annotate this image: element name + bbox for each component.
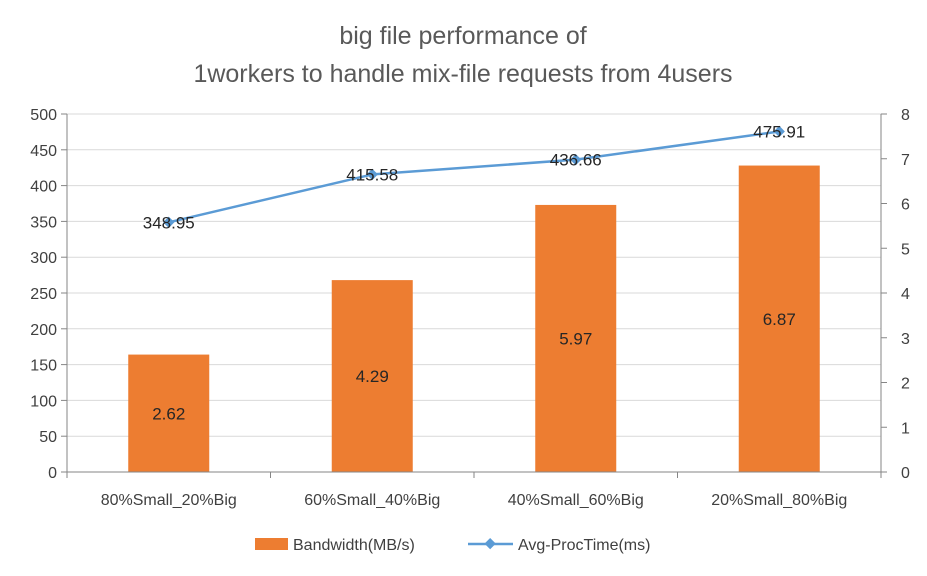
line-series <box>163 125 785 228</box>
bar-series <box>128 165 820 472</box>
line-path <box>168 130 780 224</box>
bar <box>738 165 820 472</box>
legend-marker-avgproctime <box>484 537 496 550</box>
axes: 0 50 100 150 200 250 300 350 400 450 500 0 1 2 3 4 5 6 7 8 8… <box>30 107 910 509</box>
bar <box>128 354 210 472</box>
line-data-label: 415.58 <box>346 165 398 184</box>
right-axis-tick-label: 3 <box>901 331 910 348</box>
bar-data-label: 5.97 <box>559 329 592 348</box>
line-data-label: 348.95 <box>143 213 195 232</box>
right-axis-tick-label: 1 <box>901 420 910 437</box>
bar <box>535 204 617 472</box>
bar <box>331 280 413 472</box>
line-point <box>570 153 582 166</box>
x-axis-category-label: 80%Small_20%Big <box>101 492 237 509</box>
bar-data-label: 2.62 <box>152 404 185 423</box>
legend: Bandwidth(MB/s) Avg-ProcTime(ms) <box>255 537 650 554</box>
left-axis-tick-label: 450 <box>30 143 57 160</box>
left-axis-tick-label: 300 <box>30 250 57 267</box>
legend-swatch-bandwidth <box>255 538 288 550</box>
left-axis-tick-label: 500 <box>30 107 57 124</box>
line-data-label: 475.91 <box>753 122 805 141</box>
bar-data-label: 4.29 <box>356 367 389 386</box>
data-labels: 2.62 4.29 5.97 6.87 348.95 415.58 436.66 475.91 <box>143 122 806 423</box>
bar-data-label: 6.87 <box>763 310 796 329</box>
left-axis-tick-label: 50 <box>39 429 57 446</box>
left-axis-tick-label: 350 <box>30 214 57 231</box>
line-point <box>163 216 175 228</box>
left-axis-tick-label: 100 <box>30 393 57 410</box>
left-axis-tick-label: 200 <box>30 322 57 339</box>
legend-label-bandwidth: Bandwidth(MB/s) <box>293 537 415 554</box>
left-axis-tick-label: 250 <box>30 286 57 303</box>
right-axis-tick-label: 6 <box>901 197 910 214</box>
right-axis-tick-label: 5 <box>901 241 910 258</box>
left-axis-tick-label: 400 <box>30 179 57 196</box>
right-axis-tick-label: 4 <box>901 286 910 303</box>
legend-label-avgproctime: Avg-ProcTime(ms) <box>518 537 650 554</box>
x-axis-category-label: 60%Small_40%Big <box>304 492 440 509</box>
chart-title-line-2: 1workers to handle mix-file requests fro… <box>193 60 732 88</box>
right-axis-tick-label: 8 <box>901 107 910 124</box>
left-axis-tick-label: 0 <box>48 465 57 482</box>
line-point <box>366 168 378 181</box>
x-axis-category-label: 40%Small_60%Big <box>508 492 644 509</box>
right-axis-tick-label: 7 <box>901 152 910 169</box>
x-axis-category-label: 20%Small_80%Big <box>711 492 847 509</box>
line-data-label: 436.66 <box>550 151 602 170</box>
chart-title-line-1: big file performance of <box>339 22 586 50</box>
right-axis-tick-label: 0 <box>901 465 910 482</box>
left-axis-tick-label: 150 <box>30 358 57 375</box>
right-axis-tick-label: 2 <box>901 376 910 393</box>
